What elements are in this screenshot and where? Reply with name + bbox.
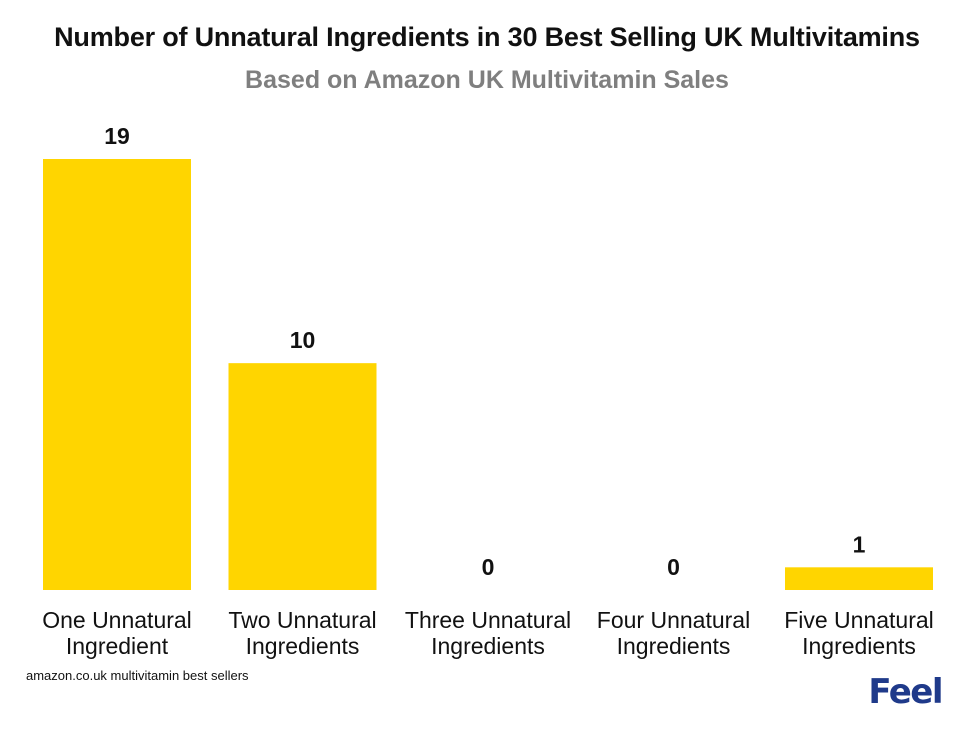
chart-title: Number of Unnatural Ingredients in 30 Be… — [54, 22, 920, 52]
category-label-5-line-2: Ingredients — [802, 633, 916, 659]
category-label-1-line-1: One Unnatural — [42, 607, 192, 633]
bar-value-label-4: 0 — [667, 554, 680, 580]
bar-5 — [785, 567, 933, 590]
bar-value-label-5: 1 — [853, 531, 866, 557]
bar-value-label-2: 10 — [290, 327, 316, 353]
category-label-4-line-2: Ingredients — [617, 633, 731, 659]
brand-logo: Feel — [868, 672, 943, 712]
bar-value-label-3: 0 — [482, 554, 495, 580]
category-label-3-line-1: Three Unnatural — [405, 607, 571, 633]
value-labels-layer: 19 10 0 0 1 — [104, 123, 865, 580]
category-label-5-line-1: Five Unnatural — [784, 607, 934, 633]
category-label-3-line-2: Ingredients — [431, 633, 545, 659]
category-label-2-line-1: Two Unnatural — [228, 607, 376, 633]
category-label-2-line-2: Ingredients — [246, 633, 360, 659]
bar-2 — [228, 363, 377, 590]
chart-subtitle: Based on Amazon UK Multivitamin Sales — [245, 66, 729, 94]
category-label-1-line-2: Ingredient — [66, 633, 169, 659]
category-label-4-line-1: Four Unnatural — [597, 607, 750, 633]
bar-value-label-1: 19 — [104, 123, 130, 149]
bars-layer — [43, 159, 933, 590]
source-note: amazon.co.uk multivitamin best sellers — [26, 668, 249, 683]
bar-1 — [43, 159, 191, 590]
